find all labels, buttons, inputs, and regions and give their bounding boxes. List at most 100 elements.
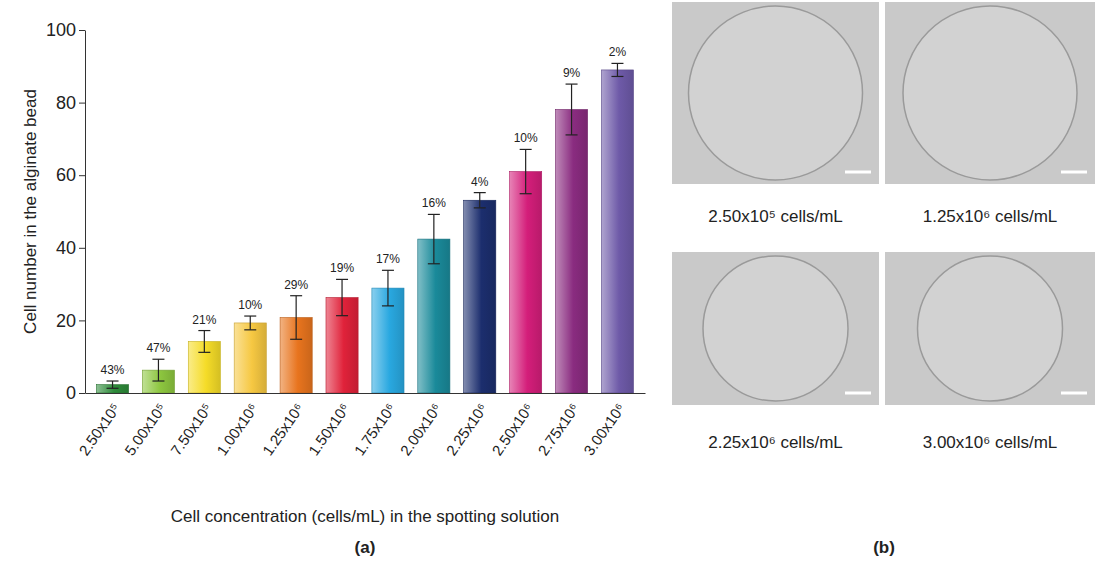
x-tick: 7.50x10⁵ (167, 393, 215, 459)
error-bar (107, 381, 119, 388)
x-tick-label: 2.75x10⁶ (534, 400, 582, 459)
cv-label: 19% (330, 261, 354, 275)
y-axis: 0 20 40 60 80 100 (46, 20, 86, 403)
error-bar (336, 279, 348, 315)
bar (555, 109, 587, 393)
x-tick-label: 3.00x10⁶ (580, 400, 628, 459)
x-tick-label: 2.50x10⁵ (75, 400, 123, 459)
cv-label: 4% (471, 175, 489, 189)
x-tick: 1.00x10⁶ (213, 393, 261, 459)
micrograph (885, 252, 1095, 405)
error-bar-stem (387, 270, 388, 306)
y-tick: 0 (66, 383, 85, 403)
x-tick: 5.00x10⁵ (121, 393, 169, 459)
x-tick-label: 1.75x10⁶ (351, 400, 399, 459)
error-bar-cap (107, 388, 119, 389)
plot-area (96, 63, 633, 393)
x-tick-label: 2.50x10⁶ (488, 400, 536, 459)
scale-bar (845, 171, 871, 174)
x-tick: 2.75x10⁶ (534, 393, 582, 459)
y-tick-mark (79, 320, 85, 321)
error-bar-cap (198, 330, 210, 331)
y-axis-title: Cell number in the alginate bead (21, 89, 40, 334)
x-axis-title: Cell concentration (cells/mL) in the spo… (171, 507, 559, 526)
error-bar-cap (382, 270, 394, 271)
error-bar-cap (566, 83, 578, 84)
micrograph-background (672, 2, 879, 184)
error-bar-stem (479, 193, 480, 208)
error-bar-cap (520, 193, 532, 194)
cv-label: 10% (238, 298, 262, 312)
bead-outline (903, 6, 1077, 180)
micrograph (672, 2, 879, 184)
x-tick: 2.25x10⁶ (442, 393, 490, 459)
bead-outline (703, 256, 848, 401)
scale-bar (1061, 392, 1087, 395)
error-bar (566, 84, 578, 135)
x-tick: 1.50x10⁶ (305, 393, 353, 459)
panel-label: (b) (873, 538, 895, 557)
y-axis-line (85, 31, 86, 394)
bar (510, 172, 542, 393)
x-tick-label: 7.50x10⁵ (167, 400, 215, 459)
figure: 0 20 40 60 80 100 2.50x10⁵5.00x10⁵7.50x10⁵1.00… (0, 0, 1105, 563)
x-tick-label: 5.00x10⁵ (121, 400, 169, 459)
error-bar-stem (250, 316, 251, 330)
y-tick-label: 80 (56, 93, 76, 113)
cv-label: 43% (101, 363, 125, 377)
micrograph-background (885, 2, 1095, 184)
cv-label: 16% (422, 196, 446, 210)
error-bar-cap (474, 192, 486, 193)
error-bar (520, 149, 532, 193)
cv-label: 17% (376, 252, 400, 266)
error-bar-stem (433, 214, 434, 263)
error-bar-cap (336, 279, 348, 280)
y-tick-label: 40 (56, 238, 76, 258)
y-tick-mark (79, 393, 85, 394)
error-bar-stem (571, 84, 572, 135)
y-tick-mark (79, 248, 85, 249)
error-bar (198, 331, 210, 353)
micrograph-caption: 1.25x10⁶ cells/mL (923, 207, 1058, 226)
bar (464, 200, 496, 393)
x-axis: 2.50x10⁵5.00x10⁵7.50x10⁵1.00x10⁶1.25x10⁶… (75, 393, 645, 459)
error-bar-cap (290, 339, 302, 340)
micrograph-background (672, 252, 879, 405)
scale-bar (845, 392, 871, 395)
y-tick-label: 60 (56, 165, 76, 185)
error-bar-cap (611, 63, 623, 64)
x-tick-label: 1.50x10⁶ (305, 400, 353, 459)
scale-bar (1061, 171, 1087, 174)
error-bar-cap (244, 329, 256, 330)
x-tick: 2.50x10⁵ (75, 393, 123, 459)
error-bar (382, 270, 394, 306)
micrograph-background (885, 252, 1095, 405)
x-tick-label: 1.25x10⁶ (259, 400, 307, 459)
x-axis-line (86, 393, 646, 394)
error-bar-cap (428, 263, 440, 264)
x-tick-label: 2.25x10⁶ (442, 400, 490, 459)
x-tick: 1.25x10⁶ (259, 393, 307, 459)
error-bar-stem (112, 381, 113, 388)
panel-label: (a) (355, 538, 376, 557)
y-tick: 60 (56, 165, 85, 185)
error-bar (152, 359, 164, 381)
y-tick: 40 (56, 238, 85, 258)
error-bar-cap (152, 380, 164, 381)
error-bar-cap (290, 295, 302, 296)
error-bar (474, 193, 486, 208)
error-bar-cap (474, 207, 486, 208)
error-bar-stem (341, 279, 342, 315)
y-tick: 100 (46, 20, 85, 40)
x-tick: 2.50x10⁶ (488, 393, 536, 459)
error-bar (290, 296, 302, 340)
y-tick: 20 (56, 311, 85, 331)
micrograph (885, 2, 1095, 184)
error-bar-stem (525, 149, 526, 193)
x-tick: 1.75x10⁶ (351, 393, 399, 459)
error-bar-stem (204, 331, 205, 353)
bar (601, 70, 633, 393)
bead-outline (918, 256, 1063, 401)
error-bar-cap (382, 305, 394, 306)
error-bar-stem (158, 359, 159, 381)
